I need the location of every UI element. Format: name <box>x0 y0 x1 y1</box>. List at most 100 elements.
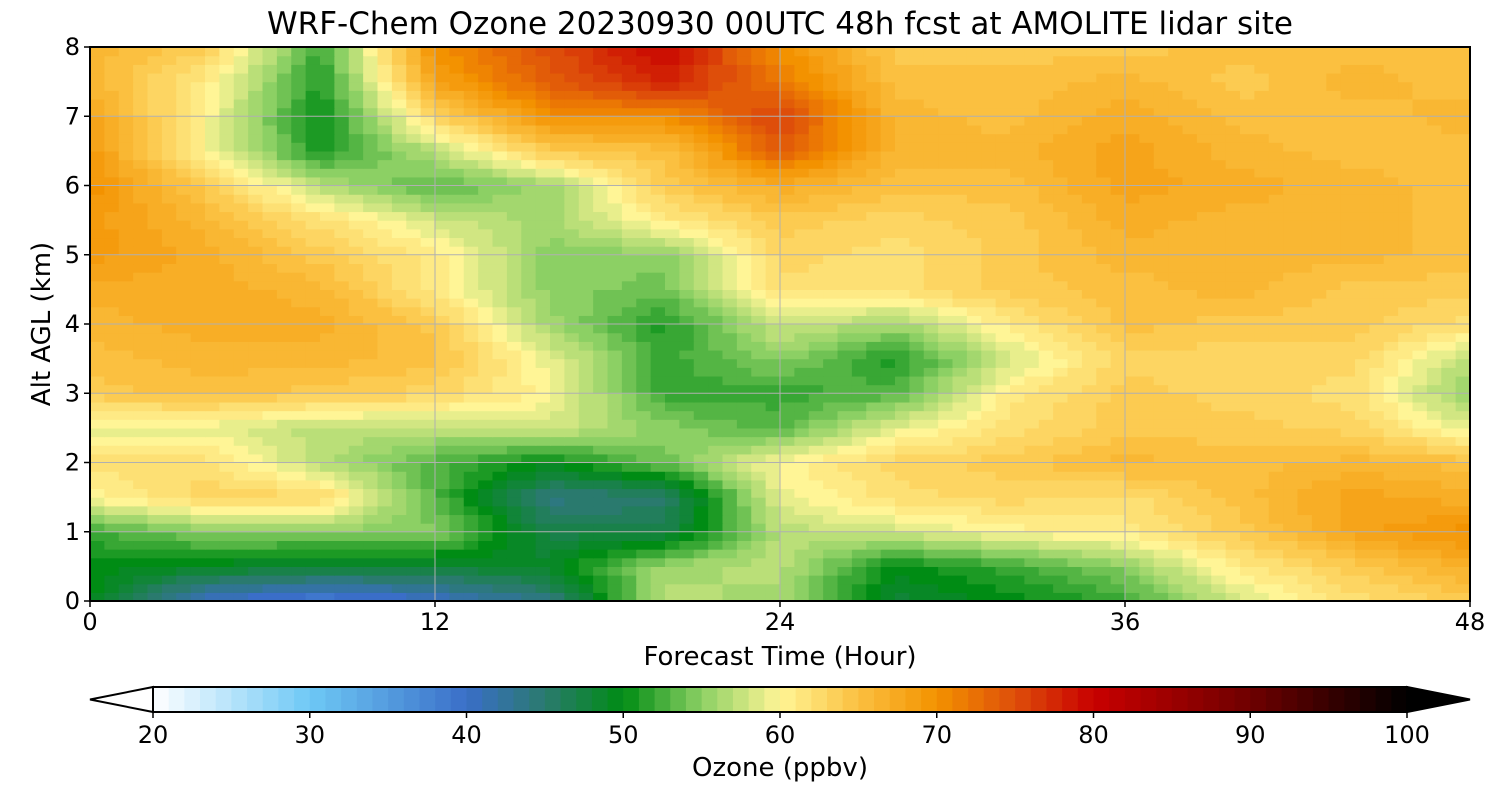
heatmap-cell <box>1168 211 1184 221</box>
heatmap-cell <box>1168 375 1184 386</box>
heatmap-cell <box>765 445 781 455</box>
heatmap-cell <box>1081 159 1097 169</box>
heatmap-cell <box>981 523 997 533</box>
heatmap-cell <box>1096 505 1112 516</box>
heatmap-cell <box>1383 324 1399 334</box>
heatmap-cell <box>837 583 853 593</box>
heatmap-cell <box>1038 263 1054 273</box>
heatmap-cell <box>363 211 379 221</box>
heatmap-cell <box>1110 280 1126 290</box>
heatmap-cell <box>406 566 422 576</box>
heatmap-cell <box>823 375 839 386</box>
heatmap-cell <box>449 341 465 351</box>
heatmap-cell <box>1096 168 1112 178</box>
heatmap-cell <box>435 462 450 472</box>
heatmap-cell <box>1383 453 1399 464</box>
heatmap-cell <box>693 445 709 455</box>
heatmap-cell <box>478 497 494 507</box>
heatmap-cell <box>492 228 508 239</box>
heatmap-cell <box>1340 289 1356 299</box>
heatmap-cell <box>291 575 307 585</box>
heatmap-cell <box>205 289 220 299</box>
heatmap-cell <box>866 211 882 221</box>
heatmap-cell <box>895 445 910 455</box>
heatmap-cell <box>1355 306 1370 316</box>
heatmap-cell <box>420 211 436 221</box>
heatmap-cell <box>665 419 680 429</box>
heatmap-cell <box>176 549 192 559</box>
heatmap-cell <box>823 159 839 169</box>
heatmap-cell <box>679 479 695 490</box>
heatmap-cell <box>1441 523 1457 533</box>
heatmap-cell <box>1081 393 1097 403</box>
heatmap-cell <box>1340 549 1356 559</box>
heatmap-cell <box>1153 592 1169 601</box>
heatmap-cell <box>104 349 120 360</box>
heatmap-cell <box>895 393 910 403</box>
heatmap-cell <box>1455 159 1470 169</box>
heatmap-cell <box>1412 583 1428 593</box>
heatmap-cell <box>665 168 680 178</box>
heatmap-cell <box>1426 540 1442 550</box>
heatmap-cell <box>1211 358 1227 368</box>
heatmap-cell <box>1053 427 1069 438</box>
heatmap-cell <box>909 150 925 161</box>
heatmap-cell <box>938 393 954 403</box>
heatmap-cell <box>837 557 853 567</box>
heatmap-cell <box>478 185 494 195</box>
heatmap-cell <box>1067 159 1083 169</box>
heatmap-cell <box>693 324 709 334</box>
heatmap-cell <box>1340 168 1356 178</box>
heatmap-cell <box>708 159 724 169</box>
heatmap-cell <box>1383 514 1399 524</box>
heatmap-cell <box>1125 367 1140 377</box>
heatmap-cell <box>1340 427 1356 438</box>
heatmap-cell <box>607 280 623 290</box>
heatmap-cell <box>679 427 695 438</box>
heatmap-cell <box>895 298 910 308</box>
heatmap-cell <box>1038 497 1054 507</box>
heatmap-cell <box>492 566 508 576</box>
heatmap-cell <box>880 514 896 524</box>
heatmap-cell <box>708 150 724 161</box>
heatmap-cell <box>90 505 105 516</box>
heatmap-cell <box>1268 246 1284 256</box>
heatmap-cell <box>248 324 264 334</box>
heatmap-cell <box>1196 575 1212 585</box>
heatmap-cell <box>593 263 609 273</box>
heatmap-cell <box>1081 254 1097 265</box>
heatmap-cell <box>291 471 307 481</box>
heatmap-cell <box>1139 453 1155 464</box>
heatmap-cell <box>751 194 767 204</box>
heatmap-cell <box>535 410 551 420</box>
heatmap-cell <box>1038 211 1054 221</box>
heatmap-cell <box>1297 324 1313 334</box>
heatmap-cell <box>923 341 939 351</box>
heatmap-cell <box>851 453 867 464</box>
heatmap-cell <box>981 280 997 290</box>
heatmap-cell <box>219 401 235 412</box>
heatmap-cell <box>1268 220 1284 230</box>
heatmap-cell <box>521 324 537 334</box>
heatmap-cell <box>866 289 882 299</box>
heatmap-cell <box>578 349 594 360</box>
heatmap-cell <box>1010 272 1025 282</box>
heatmap-cell <box>780 375 795 386</box>
heatmap-cell <box>305 445 321 455</box>
heatmap-cell <box>1139 540 1155 550</box>
heatmap-cell <box>233 341 249 351</box>
heatmap-cell <box>1225 419 1241 429</box>
heatmap-cell <box>1038 367 1054 377</box>
heatmap-cell <box>219 557 235 567</box>
heatmap-cell <box>521 427 537 438</box>
heatmap-cell <box>1412 393 1428 403</box>
heatmap-cell <box>1326 298 1342 308</box>
heatmap-cell <box>851 549 867 559</box>
heatmap-cell <box>1053 246 1069 256</box>
heatmap-cell <box>938 557 954 567</box>
heatmap-cell <box>1412 427 1428 438</box>
heatmap-cell <box>966 263 982 273</box>
heatmap-cell <box>1340 453 1356 464</box>
heatmap-cell <box>1369 176 1385 187</box>
heatmap-cell <box>1168 410 1184 420</box>
